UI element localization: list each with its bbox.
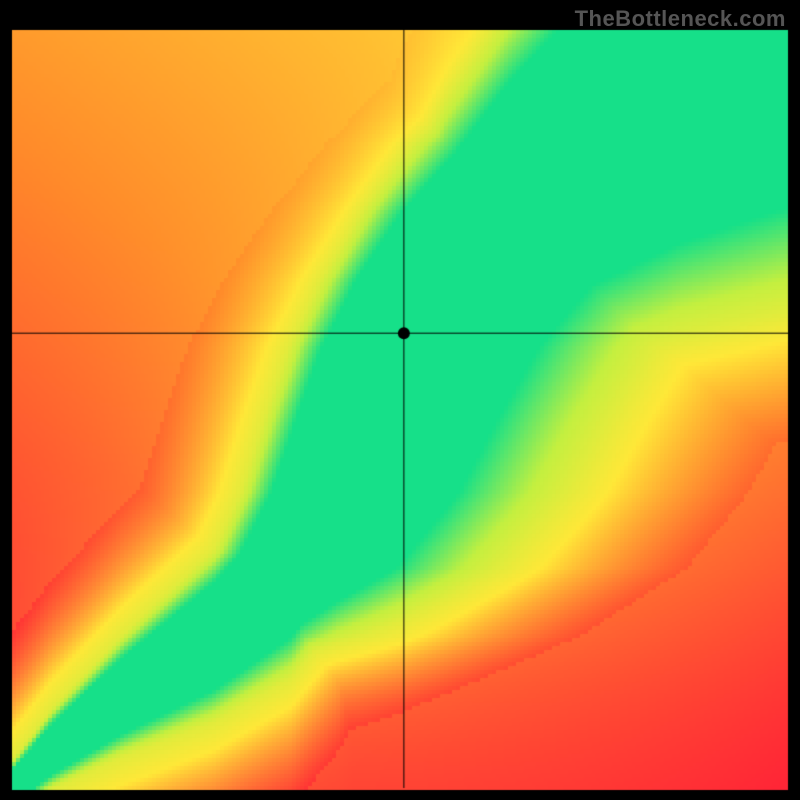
- heatmap-canvas: [0, 0, 800, 800]
- watermark-text: TheBottleneck.com: [575, 6, 786, 32]
